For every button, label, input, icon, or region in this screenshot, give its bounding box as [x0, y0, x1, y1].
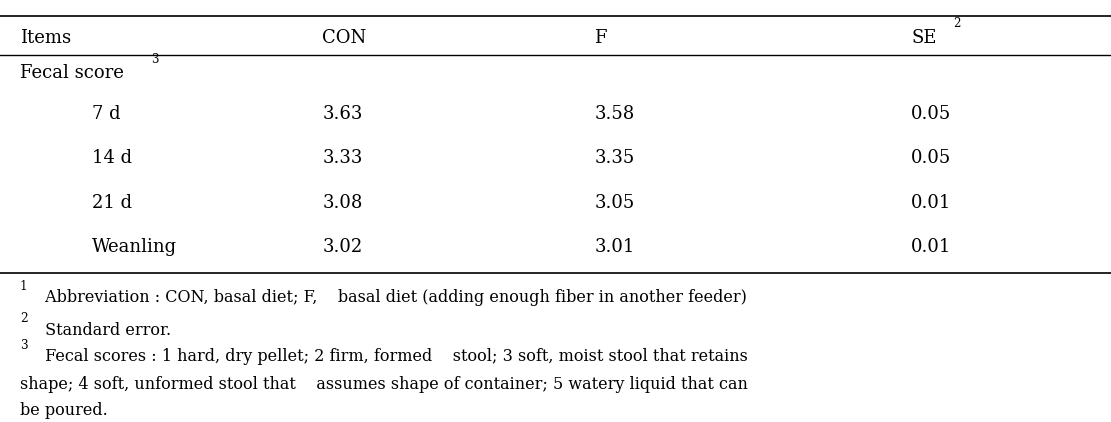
- Text: Weanling: Weanling: [92, 238, 178, 256]
- Text: 2: 2: [953, 17, 961, 30]
- Text: 3.58: 3.58: [594, 105, 634, 123]
- Text: 14 d: 14 d: [92, 149, 132, 167]
- Text: 0.05: 0.05: [911, 105, 951, 123]
- Text: 7 d: 7 d: [92, 105, 121, 123]
- Text: Fecal scores : 1 hard, dry pellet; 2 firm, formed    stool; 3 soft, moist stool : Fecal scores : 1 hard, dry pellet; 2 fir…: [40, 348, 748, 365]
- Text: be poured.: be poured.: [20, 402, 108, 419]
- Text: shape; 4 soft, unformed stool that    assumes shape of container; 5 watery liqui: shape; 4 soft, unformed stool that assum…: [20, 376, 748, 392]
- Text: 0.05: 0.05: [911, 149, 951, 167]
- Text: Standard error.: Standard error.: [40, 322, 171, 338]
- Text: 3: 3: [20, 339, 28, 352]
- Text: Fecal score: Fecal score: [20, 64, 123, 81]
- Text: Items: Items: [20, 29, 71, 47]
- Text: Abbreviation : CON, basal diet; F,    basal diet (adding enough fiber in another: Abbreviation : CON, basal diet; F, basal…: [40, 289, 747, 306]
- Text: 3.01: 3.01: [594, 238, 634, 256]
- Text: F: F: [594, 29, 607, 47]
- Text: CON: CON: [322, 29, 367, 47]
- Text: 21 d: 21 d: [92, 194, 132, 211]
- Text: 3.08: 3.08: [322, 194, 362, 211]
- Text: 1: 1: [20, 280, 28, 293]
- Text: 3.35: 3.35: [594, 149, 634, 167]
- Text: 0.01: 0.01: [911, 194, 951, 211]
- Text: 3.63: 3.63: [322, 105, 362, 123]
- Text: 3.02: 3.02: [322, 238, 362, 256]
- Text: 3.05: 3.05: [594, 194, 634, 211]
- Text: SE: SE: [911, 29, 937, 47]
- Text: 3: 3: [151, 53, 159, 66]
- Text: 2: 2: [20, 312, 28, 325]
- Text: 0.01: 0.01: [911, 238, 951, 256]
- Text: 3.33: 3.33: [322, 149, 362, 167]
